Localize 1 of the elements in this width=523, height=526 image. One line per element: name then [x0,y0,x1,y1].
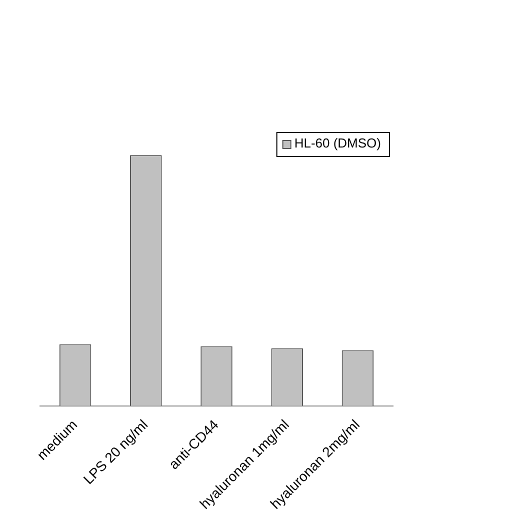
legend-label: HL-60 (DMSO) [294,136,382,151]
